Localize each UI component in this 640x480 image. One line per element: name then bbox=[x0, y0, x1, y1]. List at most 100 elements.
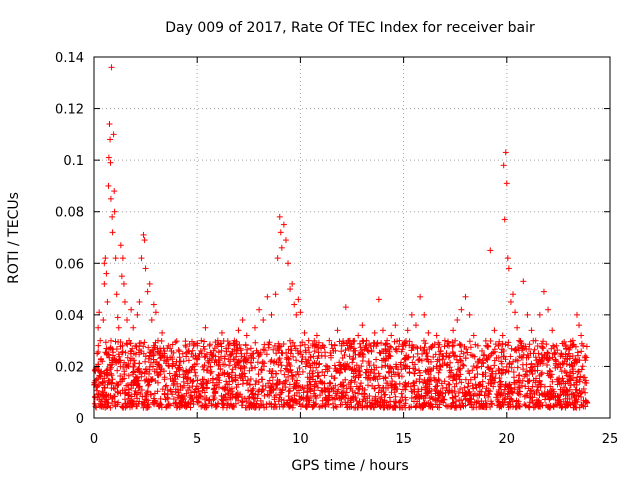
data-point bbox=[141, 237, 148, 244]
data-point bbox=[388, 332, 395, 339]
data-point bbox=[161, 350, 168, 357]
data-point bbox=[301, 329, 308, 336]
axis-ticks bbox=[93, 56, 611, 419]
data-point bbox=[565, 350, 572, 357]
data-point bbox=[557, 353, 564, 360]
data-point-band bbox=[91, 337, 591, 411]
data-point bbox=[305, 337, 312, 344]
data-point bbox=[118, 273, 125, 280]
y-tick-label: 0.1 bbox=[63, 154, 84, 169]
data-point bbox=[107, 136, 114, 143]
data-point bbox=[128, 306, 135, 313]
data-point bbox=[119, 255, 126, 262]
data-point bbox=[104, 298, 111, 305]
data-point bbox=[417, 293, 424, 300]
data-point bbox=[318, 345, 325, 352]
data-point bbox=[251, 324, 258, 331]
data-point bbox=[509, 291, 516, 298]
data-point bbox=[285, 260, 292, 267]
data-point bbox=[561, 358, 568, 365]
data-point bbox=[528, 327, 535, 334]
data-point bbox=[355, 332, 362, 339]
plot-frame bbox=[93, 56, 611, 419]
data-point bbox=[136, 298, 143, 305]
data-point bbox=[280, 221, 287, 228]
data-points bbox=[91, 64, 591, 411]
data-point bbox=[342, 304, 349, 311]
x-tick-label: 20 bbox=[499, 432, 516, 447]
data-point bbox=[514, 324, 521, 331]
data-point bbox=[106, 121, 113, 128]
data-point bbox=[504, 255, 511, 262]
data-point bbox=[532, 337, 539, 344]
data-point bbox=[111, 188, 118, 195]
data-point bbox=[277, 229, 284, 236]
data-point bbox=[322, 353, 329, 360]
y-tick-label: 0.14 bbox=[55, 51, 84, 66]
data-point bbox=[272, 291, 279, 298]
data-point bbox=[185, 347, 192, 354]
data-point bbox=[154, 337, 161, 344]
data-point bbox=[291, 301, 298, 308]
data-point bbox=[313, 332, 320, 339]
data-point bbox=[214, 337, 221, 344]
data-point bbox=[500, 162, 507, 169]
x-tick-label: 5 bbox=[193, 432, 201, 447]
data-point bbox=[491, 327, 498, 334]
data-point bbox=[239, 317, 246, 324]
data-point bbox=[441, 337, 448, 344]
data-point bbox=[540, 288, 547, 295]
data-point bbox=[425, 329, 432, 336]
data-point bbox=[95, 324, 102, 331]
data-point bbox=[524, 311, 531, 318]
data-point bbox=[293, 311, 300, 318]
y-tick-label: 0.02 bbox=[55, 360, 84, 375]
chart-title: Day 009 of 2017, Rate Of TEC Index for r… bbox=[165, 20, 535, 36]
data-point bbox=[297, 309, 304, 316]
data-point bbox=[545, 306, 552, 313]
data-point bbox=[107, 195, 114, 202]
data-point bbox=[569, 337, 576, 344]
data-point bbox=[243, 332, 250, 339]
data-point bbox=[578, 332, 585, 339]
data-point bbox=[150, 301, 157, 308]
band-markers bbox=[91, 337, 591, 411]
data-point bbox=[177, 358, 184, 365]
data-point bbox=[227, 358, 234, 365]
data-point bbox=[379, 327, 386, 334]
data-point bbox=[206, 342, 213, 349]
data-point bbox=[148, 317, 155, 324]
data-point bbox=[94, 350, 101, 357]
data-point bbox=[536, 311, 543, 318]
data-point bbox=[549, 327, 556, 334]
data-point bbox=[198, 337, 205, 344]
data-point bbox=[326, 337, 333, 344]
data-point bbox=[130, 324, 137, 331]
data-point bbox=[120, 280, 127, 287]
data-point bbox=[295, 296, 302, 303]
data-point bbox=[582, 353, 589, 360]
data-point bbox=[121, 298, 128, 305]
data-point bbox=[512, 309, 519, 316]
data-point bbox=[142, 265, 149, 272]
data-point bbox=[97, 337, 104, 344]
data-point bbox=[516, 337, 523, 344]
data-point bbox=[126, 337, 133, 344]
data-point bbox=[247, 345, 254, 352]
data-point bbox=[573, 311, 580, 318]
data-point bbox=[114, 314, 121, 321]
data-point bbox=[450, 327, 457, 334]
data-point bbox=[157, 345, 164, 352]
data-point bbox=[260, 317, 267, 324]
data-point bbox=[334, 327, 341, 334]
data-point bbox=[479, 347, 486, 354]
data-point bbox=[396, 337, 403, 344]
data-point bbox=[92, 394, 99, 401]
data-point bbox=[400, 342, 407, 349]
data-point bbox=[507, 298, 514, 305]
data-point bbox=[190, 363, 197, 370]
data-point bbox=[218, 329, 225, 336]
data-point bbox=[503, 180, 510, 187]
data-point bbox=[278, 244, 285, 251]
